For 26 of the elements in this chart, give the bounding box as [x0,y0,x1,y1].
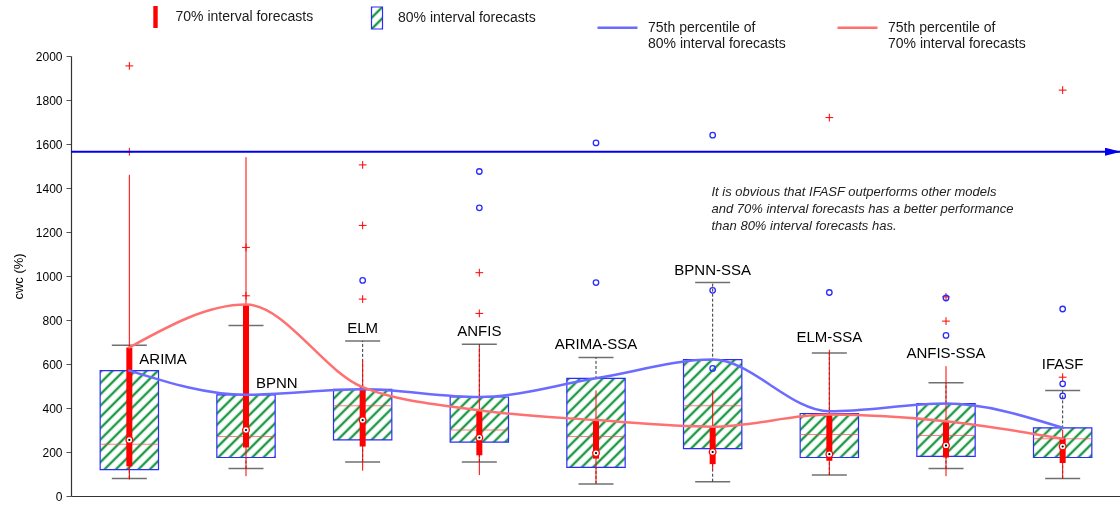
y-tick-label: 0 [55,489,63,504]
y-tick-label: 1000 [35,269,63,284]
y-tick-label: 600 [42,357,63,372]
annotation: It is obvious that IFASF outperforms other models and 70% interval forecasts has a better performance than 80% interval forecasts has. [711,183,1014,233]
x-tick-label: BPNN [256,373,298,391]
y-tick-label: 2000 [35,49,63,64]
legend-label: 75th percentile of 70% interval forecasts [888,18,1026,51]
x-tick-label: BPNN-SSA [674,260,752,278]
x-tick-label: ANFIS-SSA [906,344,986,362]
x-tick-label: IFASF [1041,355,1084,373]
y-tick-label: 1400 [35,181,63,196]
legend-label: 75th percentile of 80% interval forecasts [648,18,786,51]
y-tick-label: 200 [42,445,63,460]
x-tick-label: ANFIS [457,322,502,340]
x-tick-label: ELM-SSA [796,327,863,345]
legend-label: 70% interval forecasts [175,8,314,24]
y-tick-label: 1200 [35,225,63,240]
y-tick-label: 1600 [35,137,63,152]
legend-label: 80% interval forecasts [398,9,536,25]
y-tick-label: 1800 [35,93,63,108]
y-tick-label: 800 [42,313,63,328]
y-tick-label: 400 [42,401,63,416]
x-tick-label: ARIMA-SSA [554,335,638,353]
x-tick-label: ELM [347,318,379,336]
y-axis-title: cwc (%) [10,253,26,300]
x-tick-label: ARIMA [139,349,187,367]
